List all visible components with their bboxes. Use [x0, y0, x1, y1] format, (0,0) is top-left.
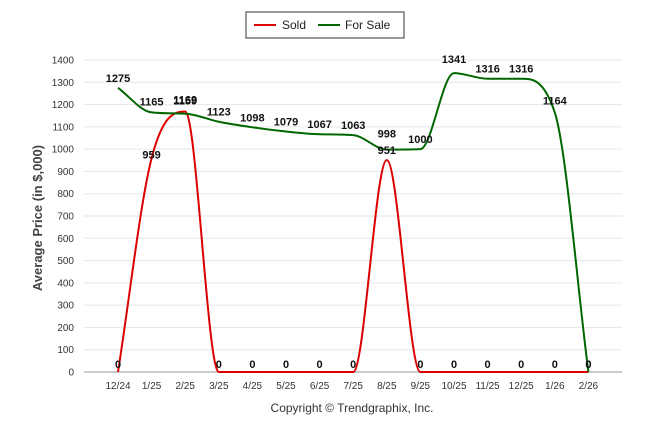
- x-tick-label: 5/25: [276, 381, 296, 392]
- x-tick-label: 10/25: [441, 381, 466, 392]
- y-tick-label: 1200: [52, 100, 75, 111]
- data-label-for-sale: 998: [378, 129, 396, 141]
- x-tick-label: 4/25: [243, 381, 263, 392]
- legend-label-sold: Sold: [282, 18, 306, 32]
- data-label-sold: 0: [115, 359, 121, 371]
- y-tick-label: 1000: [52, 145, 75, 156]
- data-label-sold: 0: [216, 359, 222, 371]
- x-tick-label: 2/25: [175, 381, 195, 392]
- data-label-for-sale: 1123: [207, 107, 231, 119]
- data-label-for-sale: 1316: [509, 64, 533, 76]
- y-tick-label: 500: [57, 256, 74, 267]
- x-tick-label: 3/25: [209, 381, 229, 392]
- data-label-for-sale: 1159: [173, 96, 197, 108]
- data-label-sold: 951: [378, 145, 396, 157]
- data-label-sold: 0: [518, 359, 524, 371]
- x-tick-label: 8/25: [377, 381, 397, 392]
- y-tick-label: 700: [57, 212, 74, 223]
- y-tick-label: 1400: [52, 56, 75, 67]
- series-line-sold: [117, 110, 589, 373]
- data-label-for-sale: 1275: [106, 73, 130, 85]
- series-lines: [117, 72, 590, 373]
- data-label-sold: 959: [142, 149, 160, 161]
- data-label-sold: 0: [585, 359, 591, 371]
- x-tick-label: 1/25: [142, 381, 162, 392]
- x-tick-label: 12/25: [509, 381, 534, 392]
- x-tick-label: 1/26: [545, 381, 565, 392]
- data-label-sold: 0: [249, 359, 255, 371]
- y-tick-label: 100: [57, 345, 74, 356]
- data-labels: 0 959 1169 0 0 0 0 0 951 0 0 0 0 0 0 1275 1165 1159 1123 10…: [106, 54, 592, 371]
- data-label-for-sale: 1165: [140, 96, 164, 108]
- y-tick-label: 300: [57, 301, 74, 312]
- y-tick-label: 600: [57, 234, 74, 245]
- x-tick-label: 9/25: [411, 381, 431, 392]
- data-label-sold: 0: [317, 359, 323, 371]
- data-label-for-sale: 1098: [240, 112, 264, 124]
- data-label-for-sale: 1000: [408, 134, 432, 146]
- data-label-sold: 1169: [173, 94, 197, 106]
- x-tick-label: 6/25: [310, 381, 330, 392]
- y-axis-label: Average Price (in $,000): [30, 145, 45, 291]
- y-tick-label: 1300: [52, 78, 75, 89]
- gridlines: [84, 59, 622, 373]
- data-label-for-sale: 1079: [274, 117, 298, 129]
- legend: Sold For Sale: [245, 11, 405, 39]
- series-line-for-sale: [117, 72, 590, 373]
- x-tick-label: 7/25: [343, 381, 363, 392]
- y-axis-ticks: 0 100 200 300 400 500 600 700 800 900 1000 1100 1200…: [52, 56, 75, 379]
- data-label-for-sale: 1316: [475, 64, 499, 76]
- x-axis-ticks: 12/24 1/25 2/25 3/25 4/25 5/25 6/25 7/25 8/25 9/2…: [105, 381, 598, 392]
- data-label-for-sale: 1063: [341, 120, 365, 132]
- y-tick-label: 1100: [52, 122, 74, 133]
- data-label-for-sale: 1067: [307, 119, 331, 131]
- y-tick-label: 0: [68, 368, 74, 379]
- legend-label-for-sale: For Sale: [345, 18, 391, 32]
- data-label-sold: 0: [485, 359, 491, 371]
- data-label-sold: 0: [350, 359, 356, 371]
- y-tick-label: 800: [57, 189, 74, 200]
- copyright-credit: Copyright © Trendgraphix, Inc.: [271, 401, 434, 415]
- data-label-for-sale: 1164: [543, 96, 568, 108]
- data-label-for-sale: 1341: [442, 54, 466, 66]
- data-label-sold: 0: [417, 359, 423, 371]
- y-tick-label: 900: [57, 167, 74, 178]
- y-tick-label: 400: [57, 278, 74, 289]
- data-label-sold: 0: [283, 359, 289, 371]
- data-label-for-sale: 0: [585, 359, 591, 371]
- data-label-sold: 0: [451, 359, 457, 371]
- x-tick-label: 12/24: [105, 381, 130, 392]
- x-tick-label: 11/25: [475, 381, 500, 392]
- y-tick-label: 200: [57, 323, 74, 334]
- data-label-sold: 0: [552, 359, 558, 371]
- x-tick-label: 2/26: [579, 381, 599, 392]
